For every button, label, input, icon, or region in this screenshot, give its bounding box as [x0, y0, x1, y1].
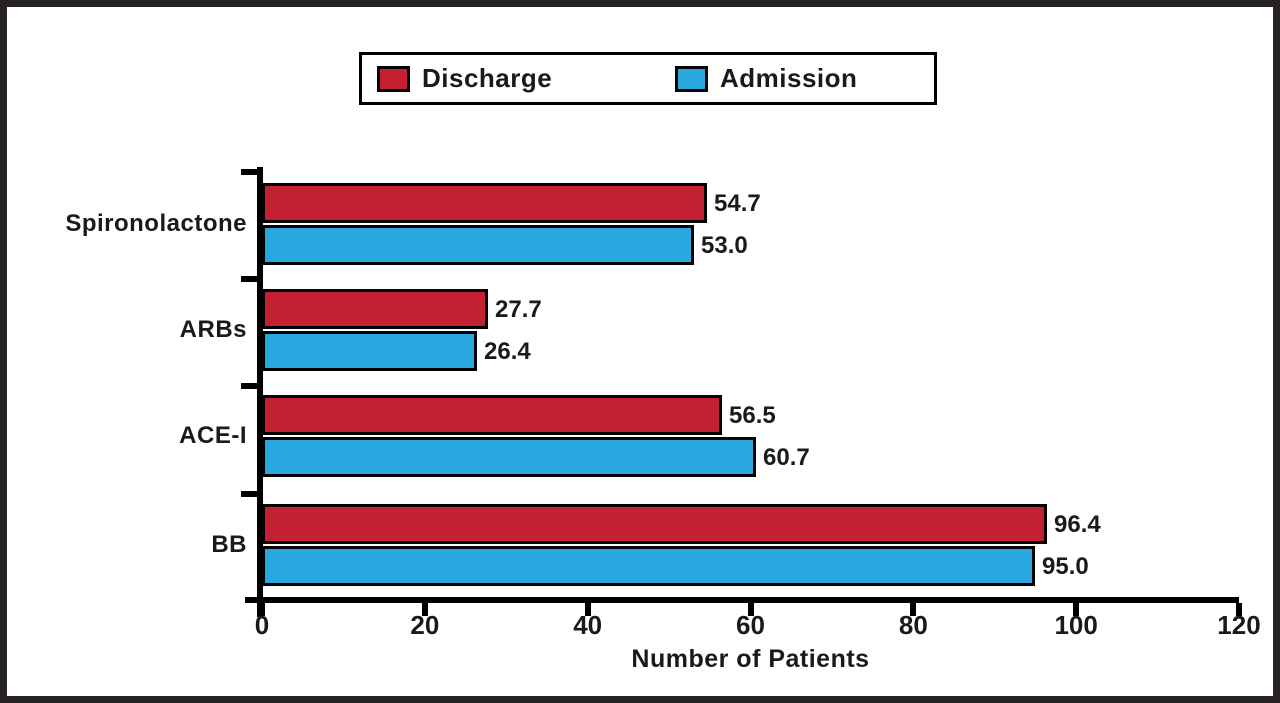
y-axis-line: [257, 167, 263, 617]
y-axis-tick-3: [241, 491, 258, 497]
x-axis-tick-60: [747, 603, 754, 616]
bar-admission-spironolactone: 53.0: [262, 225, 748, 265]
x-tick-label-60: 60: [736, 610, 765, 640]
category-label-bb: BB: [211, 531, 247, 558]
value-label-discharge-arbs: 27.7: [495, 296, 542, 323]
bar-admission-ace-i: 60.7: [262, 437, 810, 477]
x-axis-tick-0: [259, 603, 265, 616]
bar-discharge-ace-i: 56.5: [262, 395, 776, 435]
category-label-spironolactone: Spironolactone: [65, 210, 247, 237]
discharge-color-swatch: [377, 65, 410, 92]
category-label-ace-i: ACE-I: [179, 422, 247, 449]
x-axis-line: [245, 597, 1239, 603]
legend-label-admission: Admission: [720, 63, 858, 93]
value-label-discharge-ace-i: 56.5: [729, 402, 776, 429]
y-axis-tick-0: [241, 169, 258, 175]
value-label-admission-ace-i: 60.7: [763, 444, 810, 471]
bar-discharge-spironolactone: 54.7: [262, 183, 761, 223]
admission-color-swatch: [675, 65, 708, 92]
x-tick-label-20: 20: [410, 610, 440, 640]
x-axis-title: Number of Patients: [631, 645, 870, 673]
x-tick-label-100: 100: [1054, 610, 1098, 640]
category-label-arbs: ARBs: [179, 316, 247, 343]
x-axis-tick-20: [421, 603, 428, 616]
x-axis-tick-100: [1073, 603, 1080, 616]
value-label-admission-spironolactone: 53.0: [701, 232, 748, 259]
x-axis-tick-80: [910, 603, 917, 616]
bar-discharge-arbs: 27.7: [262, 289, 542, 329]
bar-admission-bb: 95.0: [262, 546, 1089, 586]
x-tick-label-0: 0: [254, 610, 270, 640]
value-label-admission-bb: 95.0: [1042, 553, 1089, 580]
x-axis-tick-120: [1236, 603, 1242, 616]
legend-label-discharge: Discharge: [422, 63, 553, 93]
x-axis-tick-40: [584, 603, 591, 616]
value-label-discharge-spironolactone: 54.7: [714, 190, 761, 217]
bar-admission-arbs: 26.4: [262, 331, 531, 371]
x-tick-label-40: 40: [573, 610, 603, 640]
x-tick-label-80: 80: [898, 610, 928, 640]
value-label-discharge-bb: 96.4: [1054, 511, 1101, 538]
value-label-admission-arbs: 26.4: [484, 338, 531, 365]
legend-entry-admission: Admission: [675, 55, 857, 102]
y-axis-tick-2: [241, 383, 258, 389]
y-axis-tick-1: [241, 276, 258, 282]
legend-entry-discharge: Discharge: [377, 55, 552, 102]
legend: Discharge Admission: [359, 52, 937, 105]
x-tick-label-120: 120: [1217, 610, 1261, 640]
bar-discharge-bb: 96.4: [262, 504, 1101, 544]
